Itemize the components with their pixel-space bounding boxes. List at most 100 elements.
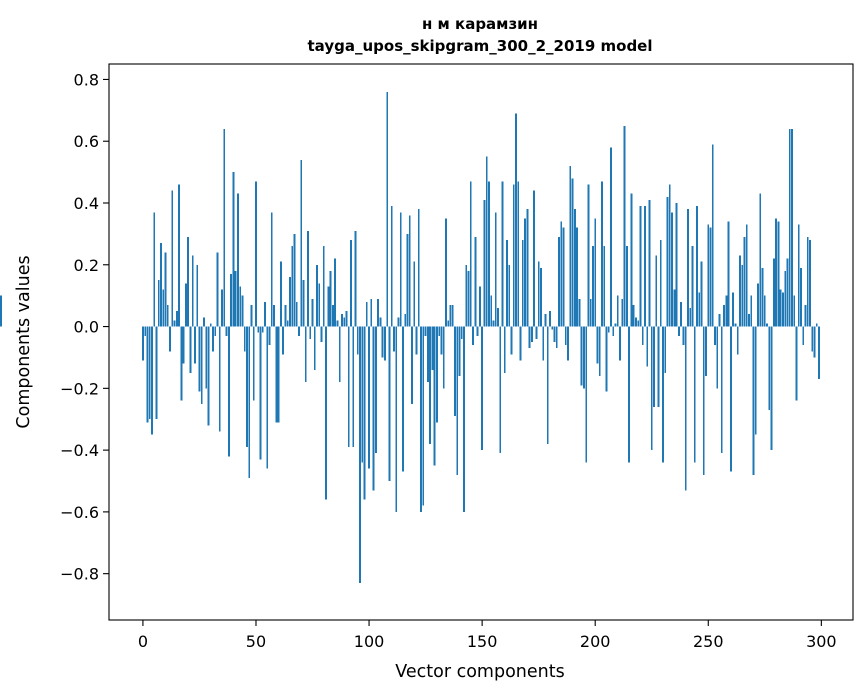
bar [456, 326, 459, 475]
bar [503, 326, 506, 373]
bar [291, 246, 294, 327]
bar [506, 240, 508, 327]
bar [818, 326, 820, 380]
bar [621, 298, 624, 327]
bar [743, 236, 746, 327]
bar [569, 165, 572, 327]
bar [542, 326, 545, 361]
bar [214, 326, 217, 336]
bar [528, 326, 531, 349]
bar [187, 236, 190, 327]
bar [587, 184, 590, 327]
bar [200, 326, 203, 404]
bar [184, 283, 187, 327]
bar [329, 270, 332, 327]
bar [275, 326, 278, 423]
bar [155, 326, 158, 420]
bar [368, 326, 370, 469]
bar [655, 255, 658, 327]
bar [216, 252, 219, 327]
bar [793, 295, 796, 327]
bar [632, 304, 635, 327]
bar [268, 326, 271, 346]
bar [727, 221, 730, 327]
bar [295, 301, 298, 327]
bar [264, 301, 266, 327]
bar [483, 199, 486, 327]
bar [770, 326, 773, 451]
bar [284, 304, 287, 327]
bar [668, 184, 671, 327]
bar [243, 326, 246, 352]
bar [169, 326, 171, 352]
bar [813, 326, 816, 358]
bar [361, 326, 364, 463]
bar [336, 320, 339, 327]
bar [209, 323, 212, 327]
bar [702, 326, 705, 475]
bar [282, 326, 285, 355]
bar [223, 128, 226, 327]
bar [494, 212, 497, 327]
bar [182, 326, 185, 364]
bar [689, 308, 692, 327]
bar [709, 227, 712, 327]
bar [603, 246, 606, 327]
bar [411, 326, 413, 404]
bar [180, 326, 183, 401]
bar [343, 317, 346, 327]
bar [420, 326, 422, 512]
bar [447, 320, 450, 327]
x-tick-label: 0 [138, 632, 148, 651]
bar [510, 326, 513, 355]
bar [399, 212, 402, 327]
bar [402, 326, 404, 472]
bar [230, 274, 233, 327]
bar [354, 230, 357, 327]
bar [203, 317, 205, 327]
bar [533, 190, 536, 327]
bar [436, 326, 438, 423]
y-tick-label: 0.2 [74, 256, 99, 275]
bar [614, 323, 617, 327]
bar [501, 181, 504, 327]
x-tick-label: 300 [806, 632, 837, 651]
bar [540, 267, 542, 327]
x-axis-ticks: 0 50 100 150 200 250 300 [138, 620, 837, 651]
bar [732, 292, 735, 327]
bar [406, 233, 409, 327]
bar [779, 289, 782, 327]
bar [802, 326, 805, 346]
bar [300, 159, 303, 327]
y-tick-label: −0.8 [60, 565, 99, 584]
bar [320, 326, 323, 342]
bar [218, 326, 221, 432]
bar [682, 326, 685, 346]
bar [331, 304, 334, 327]
bar [705, 326, 707, 376]
bar [307, 230, 309, 327]
bar [250, 304, 253, 327]
bar [564, 326, 567, 346]
bar [397, 317, 400, 327]
bar [741, 264, 744, 327]
bar [589, 298, 592, 327]
y-tick-label: −0.4 [60, 441, 99, 460]
bar [530, 326, 533, 342]
bar [381, 326, 384, 358]
bar [517, 181, 520, 327]
y-tick-label: 0.8 [74, 70, 99, 89]
bar [408, 215, 411, 327]
bar [619, 326, 621, 361]
y-tick-label: −0.6 [60, 503, 99, 522]
bar [698, 292, 701, 327]
bar [485, 156, 488, 327]
bar [198, 326, 201, 392]
bar [279, 261, 282, 327]
bar [429, 326, 432, 444]
bar [248, 326, 251, 478]
bar [546, 326, 549, 444]
bar [474, 236, 477, 327]
bar [718, 314, 721, 327]
bar [725, 295, 728, 327]
